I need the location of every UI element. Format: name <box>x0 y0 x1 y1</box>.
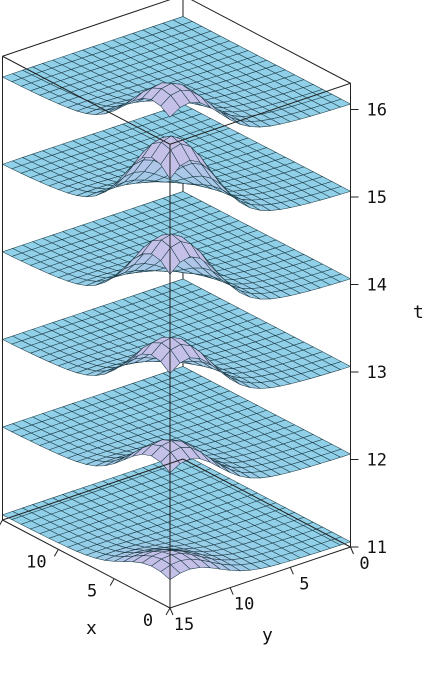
bounding-box-front <box>2 55 351 609</box>
surface-slice-t-15 <box>1 103 352 211</box>
surface-slices <box>1 16 352 580</box>
x-axis-label: x <box>86 618 97 639</box>
t-tick-label: 12 <box>367 451 387 471</box>
y-tick-mark <box>169 607 174 616</box>
y-tick-label: 10 <box>234 595 254 615</box>
box-edge-floor-back-left <box>2 458 184 521</box>
y-tick-label: 0 <box>359 554 369 574</box>
t-tick-label: 14 <box>367 276 387 296</box>
surface-slice-t-12 <box>1 366 352 479</box>
x-tick-mark <box>53 549 59 557</box>
box-edge-floor-y <box>169 546 351 609</box>
y-axis-label: y <box>262 625 273 646</box>
x-tick-mark <box>165 607 171 616</box>
surface-slice-t-13 <box>1 278 352 389</box>
box-edge-top-right <box>190 0 351 84</box>
box-edge-top-front-right <box>169 82 351 145</box>
box-edge-top-left-back <box>2 0 171 57</box>
x-tick-label: 0 <box>143 611 153 631</box>
box-edge-floor-x <box>2 519 171 609</box>
y-tick-label: 5 <box>299 574 309 594</box>
box-edge-top-front-left <box>2 55 171 145</box>
y-tick-label: 15 <box>174 615 194 635</box>
y-tick-mark <box>289 567 294 575</box>
y-tick-mark <box>229 587 234 595</box>
x-tick-label: 5 <box>87 582 97 602</box>
x-tick-label: 10 <box>26 552 46 572</box>
t-tick-label: 16 <box>367 101 387 121</box>
surface-slice-t-11 <box>1 453 352 580</box>
t-tick-label: 13 <box>367 363 387 383</box>
t-tick-label: 11 <box>367 538 387 558</box>
axis-ticks: 111213141516051015051015 <box>0 101 387 635</box>
t-tick-label: 15 <box>367 188 387 208</box>
box-edge-floor-back-right <box>182 458 351 548</box>
x-tick-mark <box>0 519 3 526</box>
y-tick-mark <box>350 546 354 555</box>
x-tick-mark <box>109 578 115 586</box>
surface-slice-t-16 <box>1 16 352 128</box>
t-axis-label: t <box>413 302 424 323</box>
